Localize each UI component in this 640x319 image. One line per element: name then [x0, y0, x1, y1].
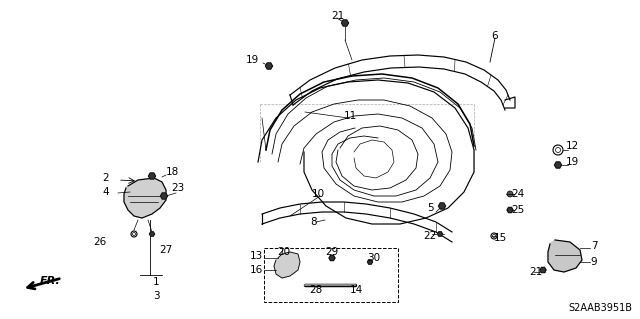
Polygon shape	[329, 256, 335, 261]
Polygon shape	[554, 162, 561, 168]
Text: 14: 14	[349, 285, 363, 295]
Text: 29: 29	[325, 247, 339, 257]
Text: 23: 23	[172, 183, 184, 193]
Text: 1: 1	[153, 277, 159, 287]
Text: 11: 11	[344, 111, 356, 121]
Polygon shape	[274, 252, 300, 278]
Text: 2: 2	[102, 173, 109, 183]
Text: 26: 26	[93, 237, 107, 247]
Text: 25: 25	[511, 205, 525, 215]
Text: 5: 5	[427, 203, 433, 213]
Text: 8: 8	[310, 217, 317, 227]
Text: 24: 24	[511, 189, 525, 199]
Polygon shape	[438, 203, 445, 209]
Polygon shape	[367, 260, 372, 264]
Text: 10: 10	[312, 189, 324, 199]
Polygon shape	[150, 232, 154, 236]
Circle shape	[507, 191, 513, 197]
Text: 21: 21	[529, 267, 543, 277]
Text: 6: 6	[492, 31, 499, 41]
Text: 22: 22	[424, 231, 436, 241]
Text: 12: 12	[565, 141, 579, 151]
Text: 16: 16	[250, 265, 262, 275]
Polygon shape	[540, 267, 546, 273]
Polygon shape	[161, 193, 168, 199]
Text: 30: 30	[367, 253, 381, 263]
Text: 7: 7	[591, 241, 597, 251]
Polygon shape	[148, 173, 156, 179]
Polygon shape	[548, 240, 582, 272]
Polygon shape	[438, 232, 442, 236]
Text: 15: 15	[493, 233, 507, 243]
Text: 19: 19	[245, 55, 259, 65]
Text: FR.: FR.	[40, 276, 60, 286]
Text: 9: 9	[591, 257, 597, 267]
Polygon shape	[342, 20, 349, 26]
Polygon shape	[124, 178, 166, 218]
Text: 21: 21	[332, 11, 344, 21]
Polygon shape	[507, 207, 513, 212]
Text: 20: 20	[277, 247, 291, 257]
Text: 13: 13	[250, 251, 262, 261]
Text: 3: 3	[153, 291, 159, 301]
Text: 28: 28	[309, 285, 323, 295]
Polygon shape	[266, 63, 273, 69]
Text: 18: 18	[165, 167, 179, 177]
Text: 27: 27	[159, 245, 173, 255]
Text: 19: 19	[565, 157, 579, 167]
Text: S2AAB3951B: S2AAB3951B	[568, 303, 632, 313]
Text: 4: 4	[102, 187, 109, 197]
